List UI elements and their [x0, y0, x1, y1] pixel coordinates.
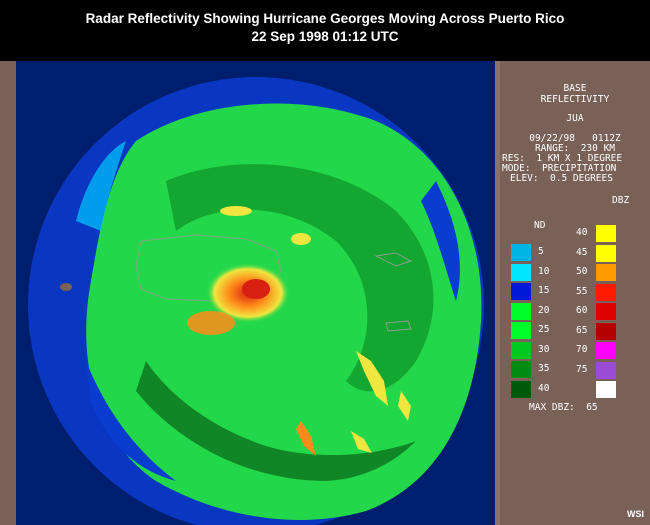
- legend-right-swatch: [596, 244, 616, 262]
- datetime: 09/22/98 0112Z: [529, 133, 621, 144]
- legend-right-swatch: [596, 225, 616, 242]
- rain-band-cell-6: [291, 233, 311, 245]
- units-label: DBZ: [612, 195, 630, 206]
- virgin-islands: [374, 252, 413, 267]
- rain-band-cell-3: [351, 431, 372, 453]
- legend-left-swatch: [511, 380, 531, 398]
- legend-right-label: 55: [576, 285, 588, 297]
- info-panel: BASE REFLECTIVITY JUA 09/22/98 0112Z RAN…: [500, 61, 650, 525]
- legend-left-label: 5: [538, 246, 544, 257]
- max-dbz: MAX DBZ: 65: [529, 402, 598, 413]
- precip-gap-east: [421, 181, 460, 301]
- legend-right-label: 75: [576, 363, 588, 375]
- title-main: Radar Reflectivity Showing Hurricane Geo…: [85, 11, 565, 26]
- radar-map: [16, 61, 495, 525]
- rain-band-cell-5: [220, 206, 252, 216]
- title-timestamp: 22 Sep 1998 01:12 UTC: [251, 29, 399, 44]
- legend-left-label: 30: [538, 343, 550, 355]
- precip-dark-bands: [166, 164, 434, 392]
- range: RANGE: 230 KM: [534, 143, 616, 154]
- legend-right-swatch: [596, 264, 616, 281]
- legend-right-swatch: [596, 381, 616, 398]
- precip-gap-north: [76, 141, 126, 231]
- st-croix: [385, 320, 412, 332]
- legend-right-label: 60: [576, 305, 588, 316]
- station-id: JUA: [566, 113, 584, 124]
- eyewall-southwest: [187, 311, 235, 335]
- legend-left-swatch: [511, 302, 531, 320]
- legend-right-label: 45: [576, 246, 588, 258]
- legend-right-swatch: [596, 361, 616, 379]
- eyewall-inner: [242, 279, 270, 299]
- legend-right-label: 40: [576, 227, 588, 238]
- resolution: RES: 1 KM X 1 DEGREE: [502, 153, 623, 164]
- radar-image: [28, 77, 484, 525]
- legend-right-label: 70: [576, 344, 588, 355]
- legend-right-label: 50: [576, 266, 588, 277]
- legend-right-swatch: [596, 303, 616, 320]
- legend-right-swatch: [596, 283, 616, 301]
- precip-gap-southwest: [86, 361, 176, 481]
- product-line1: BASE: [563, 83, 587, 94]
- mona-island: [60, 283, 72, 291]
- elevation: ELEV: 0.5 DEGREES: [510, 173, 613, 184]
- legend-left-swatch: [511, 283, 531, 300]
- title-bar: Radar Reflectivity Showing Hurricane Geo…: [0, 0, 650, 60]
- legend-left-label: 15: [538, 285, 550, 296]
- legend-left-label: 20: [538, 304, 550, 316]
- legend-left-swatch: [511, 244, 531, 261]
- precip-dark-band-south: [136, 361, 416, 481]
- rain-band-cell-4: [398, 391, 411, 421]
- legend-right-swatch: [596, 322, 616, 340]
- legend-left-label: 35: [538, 363, 550, 374]
- legend-right-swatch: [596, 342, 616, 359]
- product-line2: REFLECTIVITY: [540, 94, 610, 105]
- legend-left-label: 25: [538, 324, 550, 335]
- legend-left-label: 10: [538, 265, 550, 277]
- legend-left-swatch: [511, 341, 531, 359]
- legend-right-label: 65: [576, 324, 588, 336]
- legend-left-swatch: [511, 263, 531, 281]
- frame-divider: [495, 61, 500, 525]
- legend-left-swatch: [511, 322, 531, 339]
- frame-left: [0, 61, 16, 525]
- rain-band-cell-2: [296, 421, 316, 456]
- credit-logo: WSI: [627, 509, 644, 519]
- legend-left-swatch: [511, 361, 531, 378]
- legend-nd-label: ND: [534, 220, 546, 231]
- rain-band-cell-1: [356, 351, 388, 406]
- legend-left-label: 40: [538, 382, 550, 394]
- mode: MODE: PRECIPITATION: [502, 163, 617, 174]
